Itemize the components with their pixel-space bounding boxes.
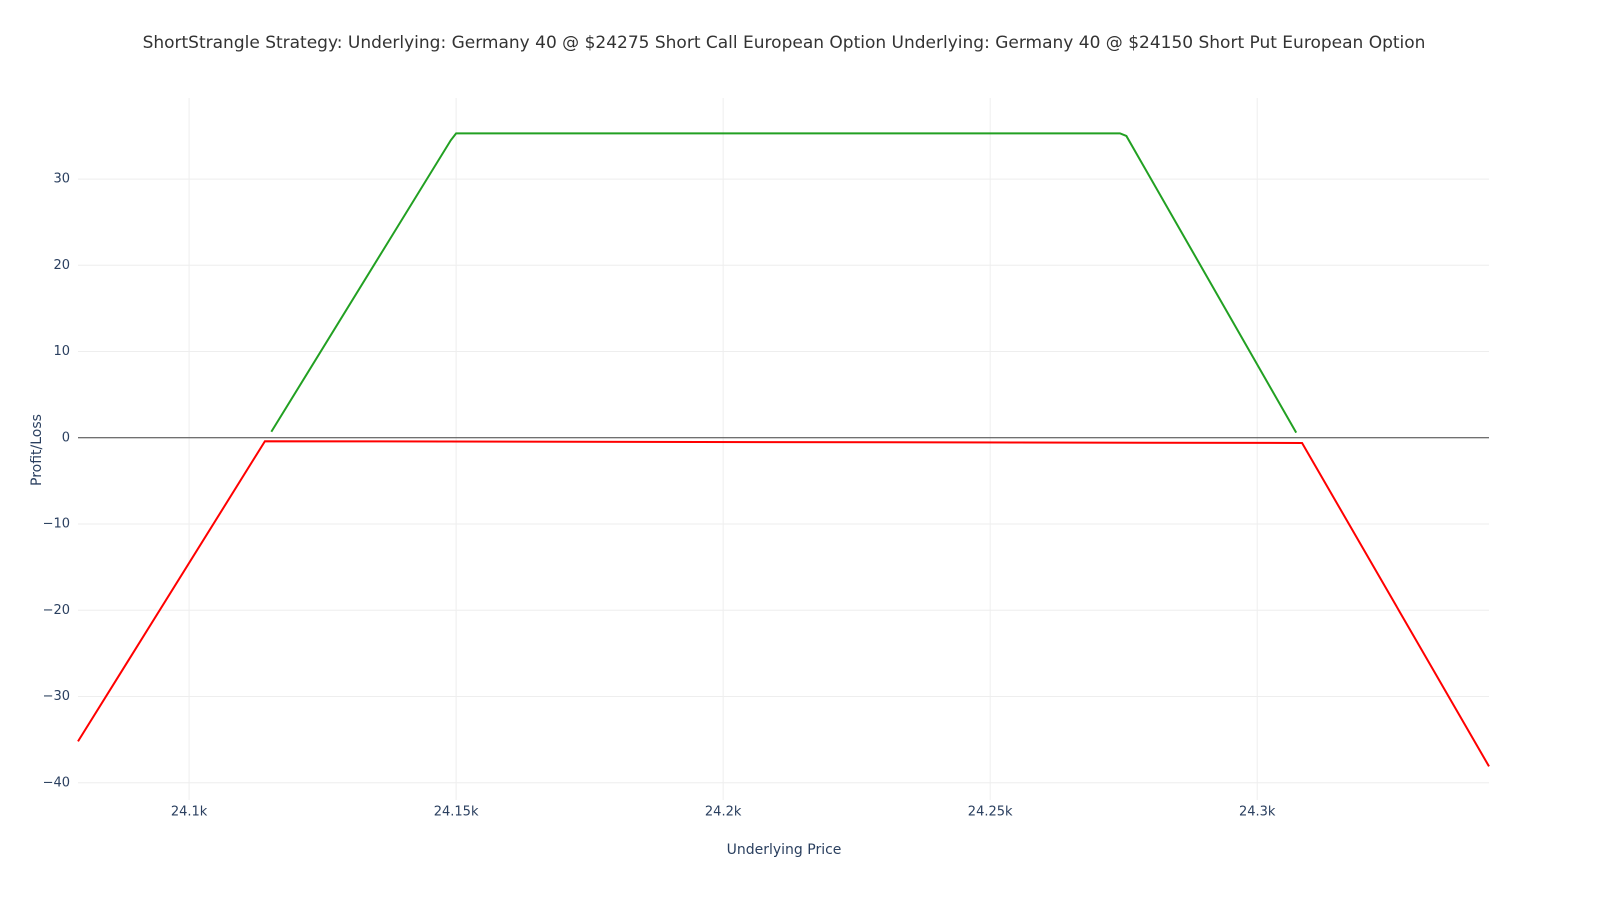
y-tick-label: −40 [43, 775, 70, 790]
line [77, 440, 1490, 767]
line [270, 132, 1298, 434]
x-tick-label: 24.25k [968, 805, 1013, 820]
y-axis-label: Profit/Loss [29, 414, 45, 486]
x-tick-label: 24.1k [171, 805, 208, 820]
y-tick-label: −10 [43, 517, 70, 532]
y-tick-label: −20 [43, 603, 70, 618]
x-tick-label: 24.15k [434, 805, 479, 820]
y-tick-label: −30 [43, 689, 70, 704]
y-tick-label: 0 [62, 430, 70, 445]
y-tick-label: 30 [53, 172, 70, 187]
y-tick-label: 10 [53, 344, 70, 359]
y-tick-label: 20 [53, 258, 70, 273]
x-tick-label: 24.2k [705, 805, 742, 820]
x-axis-label: Underlying Price [727, 842, 842, 858]
chart-title: ShortStrangle Strategy: Underlying: Germ… [143, 33, 1426, 53]
x-tick-label: 24.3k [1239, 805, 1276, 820]
